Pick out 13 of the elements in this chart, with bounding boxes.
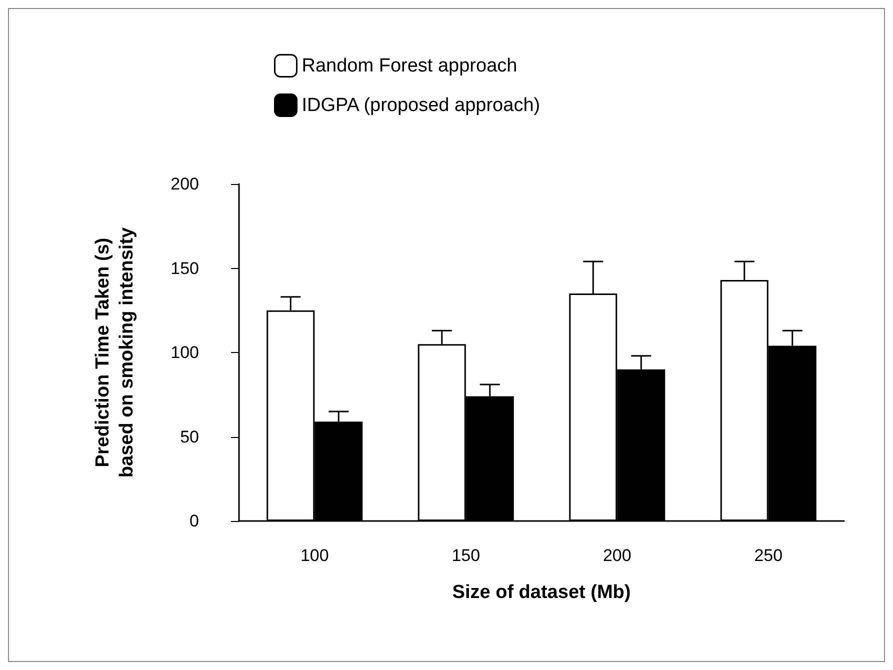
x-tick-label: 150 xyxy=(452,546,480,565)
x-axis-title: Size of dataset (Mb) xyxy=(452,582,631,603)
x-tick-label: 200 xyxy=(602,546,632,565)
x-tick-label: 100 xyxy=(300,546,329,565)
x-tick-label: 250 xyxy=(754,546,783,565)
y-tick-label: 0 xyxy=(190,512,199,530)
y-axis-title: Prediction Time Taken (s) based on smoking intensity xyxy=(92,226,138,478)
y-tick-label: 150 xyxy=(170,258,199,278)
legend-label: IDGPA (proposed approach) xyxy=(302,94,540,116)
y-tick-label: 100 xyxy=(170,343,199,362)
y-tick-label: 200 xyxy=(170,174,199,194)
y-tick-label: 50 xyxy=(180,427,199,446)
legend-label: Random Forest approach xyxy=(302,55,518,76)
